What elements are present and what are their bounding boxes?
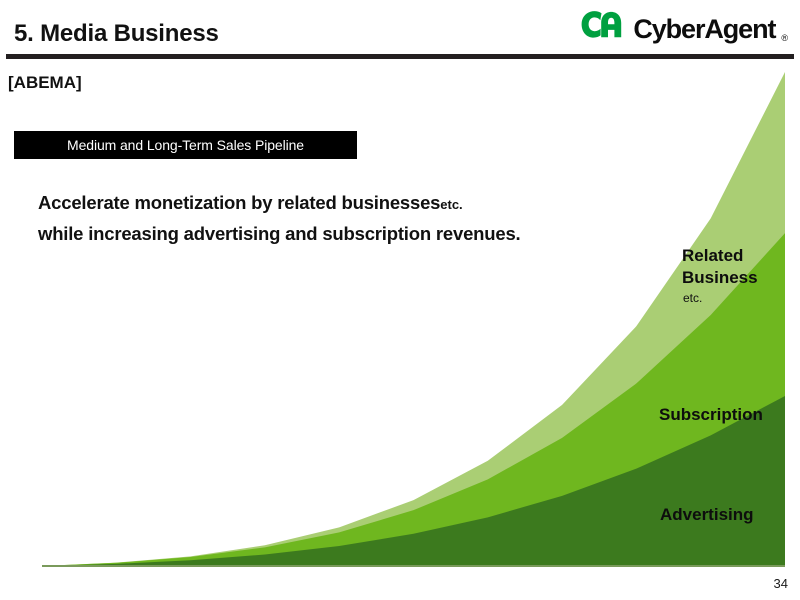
header-divider <box>6 54 794 59</box>
page-title: 5. Media Business <box>14 20 219 47</box>
logo-wordmark: CyberAgent <box>633 13 776 44</box>
chart-label-related-line-1: Related <box>682 246 744 265</box>
headline-block: Accelerate monetization by related busin… <box>38 188 678 248</box>
section-banner: Medium and Long-Term Sales Pipeline <box>14 131 357 159</box>
ca-logo-mark-icon <box>581 10 627 48</box>
slide-header: 5. Media Business CyberAgent ® <box>0 0 800 59</box>
section-label-abema: [ABEMA] <box>8 73 82 92</box>
chart-label-advertising: Advertising <box>660 505 754 524</box>
chart-baseline <box>42 565 785 567</box>
headline-line-1: Accelerate monetization by related busin… <box>38 188 678 219</box>
chart-label-related-etc: etc. <box>683 291 703 305</box>
headline-line-1-text: Accelerate monetization by related busin… <box>38 192 441 213</box>
chart-label-subscription: Subscription <box>659 405 763 424</box>
cyberagent-logo: CyberAgent ® <box>581 10 788 48</box>
headline-line-2: while increasing advertising and subscri… <box>38 223 521 244</box>
page-number: 34 <box>773 576 788 591</box>
chart-label-related-business: Related Business <box>682 245 758 289</box>
headline-line-1-etc: etc. <box>440 197 463 212</box>
section-banner-text: Medium and Long-Term Sales Pipeline <box>67 137 304 153</box>
registered-trademark-icon: ® <box>781 33 788 43</box>
chart-label-related-line-2: Business <box>682 268 758 287</box>
